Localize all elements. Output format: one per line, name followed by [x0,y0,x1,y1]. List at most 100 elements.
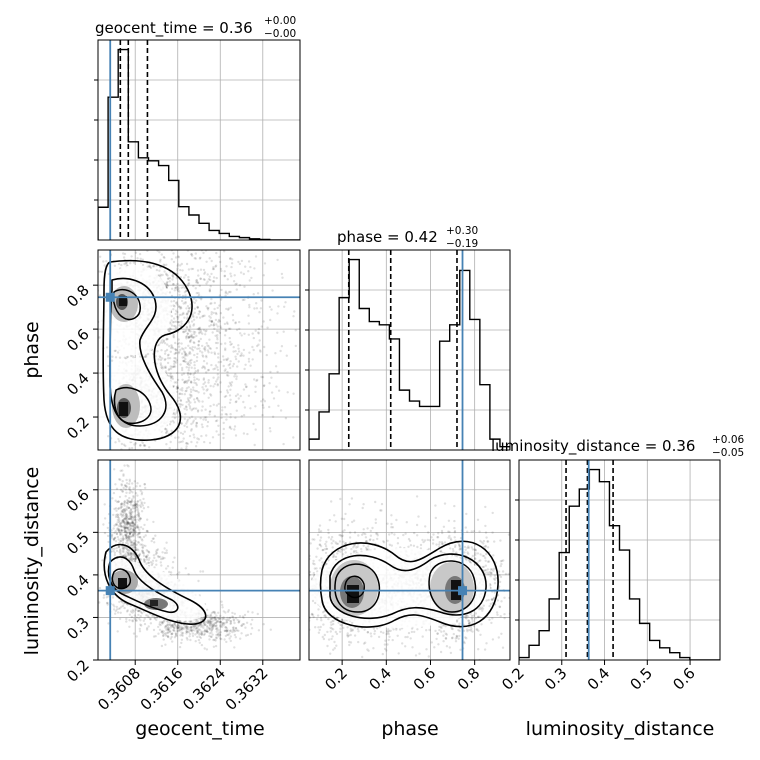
sample-point [202,633,206,637]
sample-point [233,425,237,428]
sample-point [211,490,213,492]
sample-point [175,381,178,384]
sample-point [129,262,132,265]
sample-point [146,614,149,617]
sample-point [140,538,143,541]
sample-point [166,274,169,277]
sample-point [170,346,173,350]
sample-point [226,629,230,632]
sample-point [186,379,189,383]
sample-point [98,270,101,273]
sample-point [118,550,121,554]
sample-point [239,354,242,358]
sample-point [203,632,206,636]
sample-point [111,547,114,551]
sample-point [184,274,187,277]
sample-point [124,527,127,530]
sample-point [292,392,295,395]
sample-point [168,623,171,626]
sample-point [185,445,188,448]
sample-point [162,634,165,637]
sample-point [165,549,168,552]
sample-point [171,632,174,635]
sample-point [246,179,248,181]
sample-point [139,558,143,561]
sample-point [170,429,173,432]
sample-point [130,500,134,503]
sample-point [126,527,130,530]
scatter-panel-geocent-time-phase [82,179,301,492]
sample-point [107,595,110,598]
sample-point [198,633,201,636]
sample-point [225,358,229,362]
sample-point [122,508,126,511]
sample-point [174,341,177,345]
sample-point [207,379,210,382]
sample-point [111,596,115,599]
sample-point [230,342,233,346]
sample-point [129,531,132,534]
sample-point [180,627,183,631]
sample-point [205,371,208,374]
sample-point [292,315,295,318]
sample-point [214,334,217,337]
sample-point [269,628,272,631]
sample-point [200,643,204,647]
sample-point [132,632,136,635]
sample-point [142,619,145,622]
sample-point [122,525,125,528]
sample-point [178,403,181,406]
sample-point [92,561,94,563]
sample-point [182,359,186,363]
sample-point [226,616,229,620]
sample-point [168,623,172,626]
sample-point [130,553,133,557]
sample-point [180,193,182,195]
sample-point [156,214,158,216]
sample-point [179,405,182,408]
sample-point [206,344,209,347]
sample-point [256,378,259,382]
sample-point [247,333,250,336]
sample-point [132,544,135,547]
sample-point [124,488,128,491]
sample-point [179,628,182,631]
sample-point [193,311,196,314]
sample-point [248,303,251,307]
sample-point [82,279,84,281]
sample-point [210,625,214,628]
sample-point [190,619,193,623]
sample-point [188,350,191,354]
sample-point [119,469,122,472]
sample-point [206,619,209,623]
sample-point [134,547,137,550]
sample-point [221,409,224,412]
sample-point [86,321,88,323]
sample-point [261,376,265,379]
sample-point [180,392,184,396]
sample-point [129,528,133,531]
sample-point [197,638,201,642]
sample-point [177,627,180,630]
sample-point [162,213,164,215]
sample-point [237,397,240,400]
sample-point [121,519,125,522]
sample-point [180,262,183,266]
sample-point [161,273,164,277]
truth-crosshair-geocent-time-luminosity-distance [98,460,300,660]
sample-point [181,403,184,407]
sample-point [160,629,164,633]
sample-point [166,354,170,357]
sample-point [188,632,192,636]
sample-point [223,622,226,625]
sample-point [107,364,110,368]
sample-point [203,630,206,633]
sample-point [242,616,245,619]
sample-point [129,513,133,516]
sample-point [212,322,216,325]
sample-point [220,416,223,419]
sample-point [195,626,199,630]
sample-point [210,631,213,634]
sample-point [137,535,140,539]
sample-point [181,634,184,637]
